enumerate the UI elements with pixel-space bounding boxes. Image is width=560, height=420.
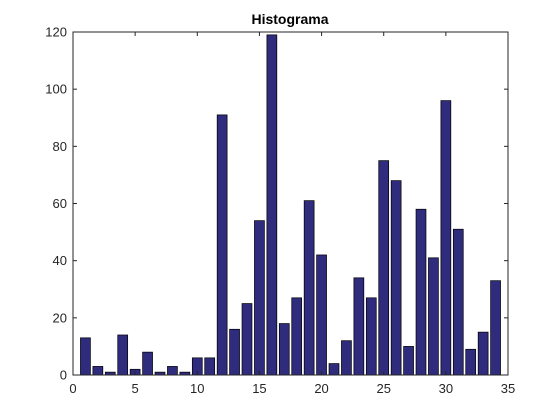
histogram-bar [117, 334, 129, 376]
histogram-bar [477, 331, 489, 376]
histogram-bar [303, 200, 315, 376]
histogram-bar [490, 280, 501, 376]
x-tick-label: 20 [314, 381, 328, 396]
y-ticks-group: 0 20 40 60 80 100 120 [45, 25, 508, 383]
x-ticks-group: 0 5 10 15 20 25 30 35 [69, 32, 515, 396]
histogram-bar [328, 363, 340, 376]
histogram-bar [229, 328, 240, 376]
histogram-bar [266, 34, 278, 376]
histogram-bar [254, 220, 265, 376]
histogram-bar [465, 348, 477, 376]
histogram-bar [216, 114, 228, 376]
histogram-bar [365, 297, 377, 376]
histogram-bar [403, 346, 414, 376]
x-tick-label: 25 [376, 381, 390, 396]
histogram-bar [278, 323, 290, 376]
histogram-bar [390, 180, 402, 376]
x-tick-label: 30 [439, 381, 453, 396]
y-tick-label: 80 [53, 139, 67, 154]
y-tick-label: 20 [53, 310, 67, 325]
histogram-bar [291, 297, 303, 376]
chart-title: Histograma [251, 11, 328, 27]
x-tick-label: 0 [69, 381, 76, 396]
y-tick-label: 60 [53, 196, 67, 211]
histogram-bar [241, 303, 253, 376]
histogram-bar [378, 160, 390, 376]
histogram-bar [415, 208, 427, 376]
y-tick-label: 40 [53, 253, 67, 268]
x-tick-label: 10 [190, 381, 204, 396]
y-tick-label: 0 [60, 368, 67, 383]
histogram-bar [316, 254, 327, 376]
x-tick-label: 15 [252, 381, 266, 396]
histogram-bar [167, 366, 178, 376]
histogram-bar [341, 340, 352, 376]
x-tick-label: 35 [501, 381, 515, 396]
histogram-bar [92, 366, 104, 376]
x-tick-label: 5 [132, 381, 139, 396]
histogram-bar [353, 277, 365, 376]
y-tick-label: 120 [45, 25, 67, 40]
histogram-bar [452, 228, 464, 376]
histogram-bar [142, 351, 153, 376]
histogram-bar [80, 337, 91, 376]
y-tick-label: 100 [45, 82, 67, 97]
histogram-bar [440, 100, 452, 376]
histogram-bar [204, 357, 216, 376]
histogram-bar [428, 257, 439, 376]
